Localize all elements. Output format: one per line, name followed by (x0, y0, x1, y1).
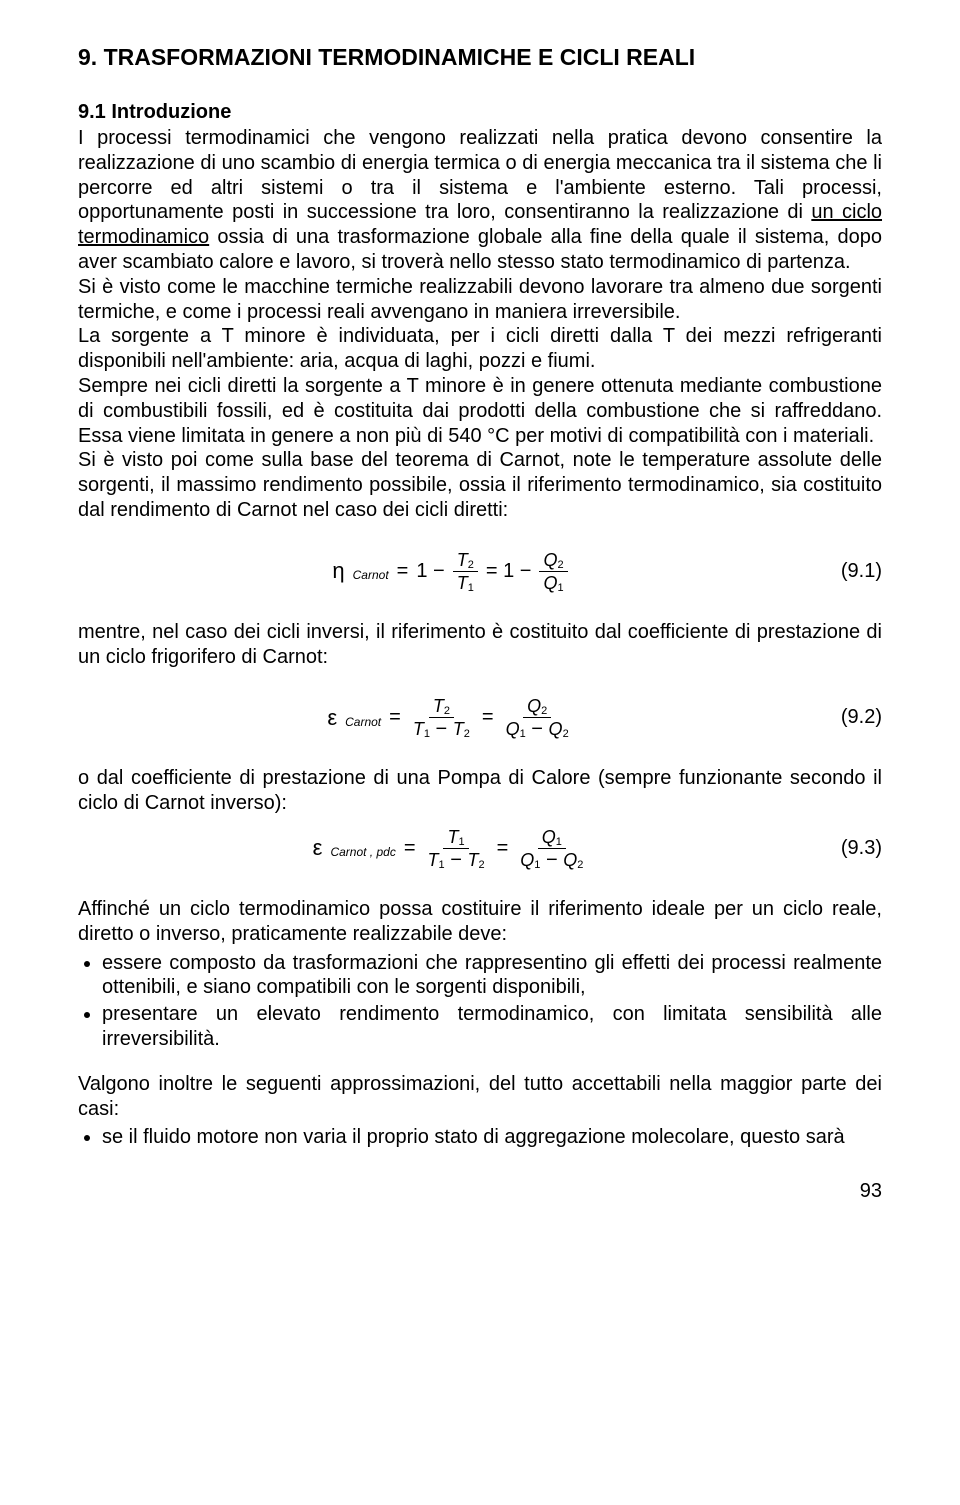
approx-list: se il fluido motore non varia il proprio… (78, 1125, 882, 1150)
paragraph-5: Si è visto poi come sulla base del teore… (78, 448, 882, 522)
equation-9-1-row: ηCarnot = 1 − T2 T1 = 1 − Q2 Q1 (9.1) (78, 549, 882, 594)
equation-9-3-label: (9.3) (822, 837, 882, 860)
section-title: 9.1 Introduzione (78, 101, 882, 124)
paragraph-6: mentre, nel caso dei cicli inversi, il r… (78, 620, 882, 670)
equation-9-2-label: (9.2) (822, 706, 882, 729)
list-item: essere composto da trasformazioni che ra… (102, 951, 882, 1001)
equation-9-1: ηCarnot = 1 − T2 T1 = 1 − Q2 Q1 (332, 549, 567, 594)
page-number: 93 (78, 1180, 882, 1203)
paragraph-4: Sempre nei cicli diretti la sorgente a T… (78, 374, 882, 448)
equation-9-2: εCarnot = T2 T1 − T2 = Q2 Q1 − (327, 695, 572, 740)
eq3-eps-sub: Carnot , pdc (330, 845, 395, 859)
eq1-frac2: Q2 Q1 (539, 549, 567, 594)
paragraph-8: Affinché un ciclo termodinamico possa co… (78, 897, 882, 947)
eq2-eps: ε (327, 705, 337, 731)
equation-9-3: εCarnot , pdc = T1 T1 − T2 = Q1 Q1 − (313, 826, 588, 871)
eq3-frac2: Q1 Q1 − Q2 (516, 826, 587, 871)
eq1-eta: η (332, 558, 344, 584)
page: 9. TRASFORMAZIONI TERMODINAMICHE E CICLI… (0, 0, 960, 1239)
paragraph-intro: I processi termodinamici che vengono rea… (78, 126, 882, 275)
equation-9-1-label: (9.1) (822, 560, 882, 583)
eq1-frac1: T2 T1 (453, 549, 478, 594)
eq2-frac1: T2 T1 − T2 (409, 695, 474, 740)
eq2-eps-sub: Carnot (345, 715, 381, 729)
list-item: se il fluido motore non varia il proprio… (102, 1125, 882, 1150)
chapter-title: 9. TRASFORMAZIONI TERMODINAMICHE E CICLI… (78, 44, 882, 71)
paragraph-3: La sorgente a T minore è individuata, pe… (78, 324, 882, 374)
list-item: presentare un elevato rendimento termodi… (102, 1002, 882, 1052)
eq2-frac2: Q2 Q1 − Q2 (502, 695, 573, 740)
paragraph-2: Si è visto come le macchine termiche rea… (78, 275, 882, 325)
paragraph-7: o dal coefficiente di prestazione di una… (78, 766, 882, 816)
eq3-frac1: T1 T1 − T2 (424, 826, 489, 871)
eq3-eps: ε (313, 835, 323, 861)
eq1-eta-sub: Carnot (353, 568, 389, 582)
intro-text-a: I processi termodinamici che vengono rea… (78, 127, 882, 223)
equation-9-2-row: εCarnot = T2 T1 − T2 = Q2 Q1 − (78, 695, 882, 740)
equation-9-3-row: εCarnot , pdc = T1 T1 − T2 = Q1 Q1 − (78, 826, 882, 871)
paragraph-9: Valgono inoltre le seguenti approssimazi… (78, 1072, 882, 1122)
requirements-list: essere composto da trasformazioni che ra… (78, 951, 882, 1052)
